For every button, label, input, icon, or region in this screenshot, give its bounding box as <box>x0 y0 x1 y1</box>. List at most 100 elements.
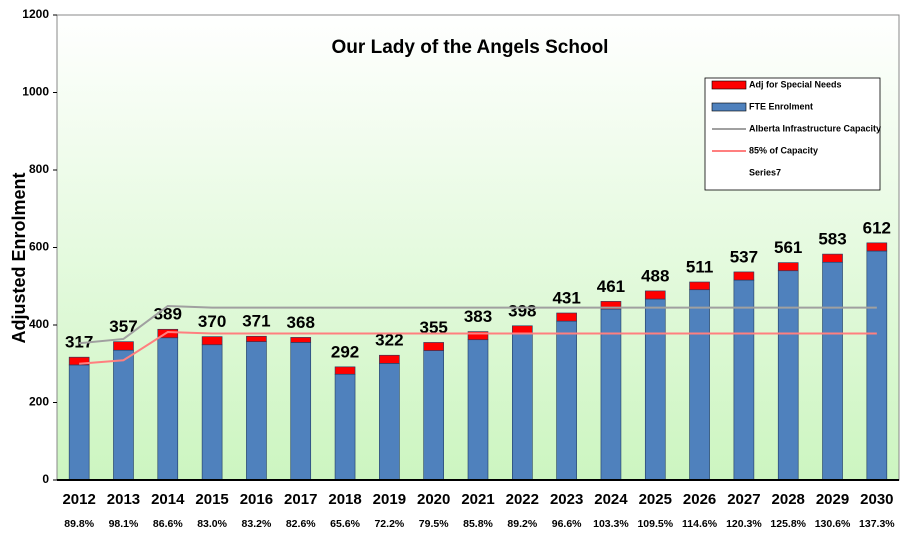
utilization-label: 72.2% <box>374 518 404 530</box>
bar <box>600 301 622 310</box>
bar <box>201 344 223 481</box>
bar <box>334 366 356 375</box>
total-label: 357 <box>109 317 137 336</box>
bar <box>733 279 755 481</box>
bar <box>423 350 444 481</box>
y-tick-label: 1200 <box>22 7 49 21</box>
total-label: 383 <box>464 307 492 326</box>
bar <box>556 312 577 322</box>
legend-box <box>704 77 881 191</box>
utilization-label: 79.5% <box>419 518 449 530</box>
utilization-label: 109.5% <box>637 518 673 530</box>
bar <box>866 242 888 252</box>
bar <box>512 333 533 481</box>
total-label: 368 <box>287 313 315 332</box>
total-label: 371 <box>242 312 270 331</box>
utilization-label: 83.2% <box>242 518 272 530</box>
y-tick-label: 600 <box>29 240 49 254</box>
total-label: 431 <box>552 288 580 307</box>
y-axis-label: Adjusted Enrolment <box>9 172 29 343</box>
line-series <box>79 330 877 365</box>
bar <box>777 270 799 481</box>
bar <box>467 339 489 481</box>
x-tick-label: 2025 <box>639 491 672 508</box>
total-label: 488 <box>641 266 669 285</box>
legend-label: Series7 <box>749 167 781 177</box>
y-tick-label: 1000 <box>22 85 49 99</box>
x-tick-label: 2015 <box>195 491 228 508</box>
utilization-label: 82.6% <box>286 518 316 530</box>
x-tick-label: 2021 <box>461 491 494 508</box>
utilization-label: 89.2% <box>507 518 537 530</box>
bar <box>113 349 134 481</box>
legend-label: 85% of Capacity <box>749 145 818 155</box>
chart-title: Our Lady of the Angels School <box>332 37 609 58</box>
bar <box>777 262 799 272</box>
total-label: 537 <box>730 247 758 266</box>
bar <box>423 342 444 351</box>
total-label: 511 <box>686 257 713 276</box>
bar <box>379 354 400 364</box>
bar <box>689 289 710 481</box>
y-tick-label: 200 <box>29 395 49 409</box>
y-tick-label: 800 <box>29 162 49 176</box>
total-label: 612 <box>863 218 891 237</box>
utilization-label: 98.1% <box>109 518 139 530</box>
x-tick-label: 2014 <box>151 491 185 508</box>
total-label: 398 <box>508 301 536 320</box>
bar <box>644 298 666 481</box>
x-tick-label: 2026 <box>683 491 716 508</box>
bar <box>822 253 843 263</box>
legend-label: Alberta Infrastructure Capacity <box>749 123 881 133</box>
x-tick-label: 2016 <box>240 491 273 508</box>
line-series <box>79 305 877 345</box>
x-tick-label: 2030 <box>860 491 893 508</box>
x-tick-label: 2028 <box>772 491 805 508</box>
bar <box>689 281 710 291</box>
y-tick-label: 400 <box>29 317 49 331</box>
x-tick-label: 2013 <box>107 491 140 508</box>
legend-label: Adj for Special Needs <box>749 79 842 89</box>
total-label: 370 <box>198 312 226 331</box>
bar <box>246 335 267 342</box>
bar <box>644 290 666 300</box>
utilization-label: 96.6% <box>552 518 582 530</box>
total-label: 292 <box>331 342 359 361</box>
bar <box>68 364 90 481</box>
x-tick-label: 2019 <box>373 491 406 508</box>
bar <box>556 320 577 481</box>
y-tick-label: 0 <box>42 472 49 486</box>
bar <box>866 250 888 481</box>
utilization-label: 125.8% <box>770 518 806 530</box>
total-label: 355 <box>419 318 447 337</box>
x-tick-label: 2029 <box>816 491 849 508</box>
total-label: 389 <box>154 305 182 324</box>
bar <box>68 356 90 366</box>
bar <box>600 308 622 481</box>
bar <box>379 363 400 481</box>
x-tick-label: 2017 <box>284 491 317 508</box>
total-label: 322 <box>375 331 403 350</box>
utilization-label: 85.8% <box>463 518 493 530</box>
bar <box>290 337 312 343</box>
bar <box>334 373 356 481</box>
utilization-label: 83.0% <box>197 518 227 530</box>
x-tick-label: 2024 <box>594 491 628 508</box>
bar <box>733 271 755 281</box>
legend-swatch <box>711 80 747 90</box>
x-tick-label: 2022 <box>506 491 539 508</box>
utilization-label: 114.6% <box>682 518 718 530</box>
total-label: 317 <box>65 333 93 352</box>
utilization-label: 120.3% <box>726 518 762 530</box>
legend-swatch <box>711 102 747 112</box>
x-tick-label: 2027 <box>727 491 760 508</box>
x-tick-label: 2018 <box>328 491 361 508</box>
x-tick-label: 2012 <box>62 491 95 508</box>
x-tick-label: 2020 <box>417 491 450 508</box>
utilization-label: 86.6% <box>153 518 183 530</box>
utilization-label: 65.6% <box>330 518 360 530</box>
utilization-label: 89.8% <box>64 518 94 530</box>
bar <box>467 331 489 341</box>
bar <box>113 341 134 351</box>
